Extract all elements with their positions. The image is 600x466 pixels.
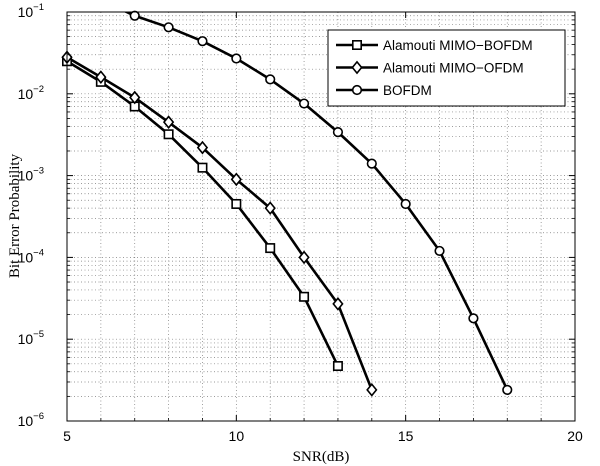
legend-label: BOFDM	[383, 83, 432, 98]
data-point-circle	[164, 23, 173, 32]
y-tick-exponent: −2	[33, 84, 44, 95]
data-point-circle	[232, 54, 241, 63]
data-point-circle	[503, 386, 512, 395]
data-point-square	[266, 244, 274, 252]
legend-marker-circle	[353, 86, 362, 95]
data-point-square	[334, 362, 342, 370]
data-point-circle	[435, 247, 444, 256]
data-point-circle	[334, 128, 343, 137]
legend-label: Alamouti MIMO−BOFDM	[383, 38, 533, 53]
data-point-circle	[401, 200, 410, 209]
y-tick-exponent: −3	[33, 166, 44, 177]
legend-marker-square	[353, 41, 361, 49]
y-tick-exponent: −5	[33, 329, 44, 340]
data-point-circle	[368, 159, 377, 168]
legend-label: Alamouti MIMO−OFDM	[383, 61, 524, 76]
y-tick-label: 10−2	[18, 84, 44, 102]
y-tick-exponent: −1	[33, 2, 44, 13]
data-point-circle	[266, 75, 275, 84]
data-point-square	[232, 200, 240, 208]
data-point-diamond	[367, 384, 376, 395]
x-axis-label: SNR(dB)	[293, 449, 350, 465]
y-tick-label: 10−1	[18, 2, 44, 20]
x-tick-label: 10	[229, 428, 245, 444]
y-tick-exponent: −4	[33, 247, 44, 258]
data-point-square	[300, 293, 308, 301]
x-tick-label: 15	[398, 428, 414, 444]
data-point-circle	[198, 37, 207, 46]
x-tick-label: 20	[567, 428, 583, 444]
x-tick-label: 5	[63, 428, 71, 444]
data-point-square	[198, 163, 206, 171]
data-point-square	[164, 130, 172, 138]
data-point-circle	[300, 99, 309, 108]
y-tick-label: 10−5	[18, 329, 44, 347]
legend: Alamouti MIMO−BOFDM Alamouti MIMO−OFDM BOF…	[328, 30, 565, 106]
data-point-circle	[469, 314, 478, 323]
y-tick-exponent: −6	[33, 411, 44, 422]
y-tick-label: 10−6	[18, 411, 44, 429]
y-axis-label: Bit Error Probability	[7, 153, 23, 278]
data-point-circle	[130, 11, 139, 20]
